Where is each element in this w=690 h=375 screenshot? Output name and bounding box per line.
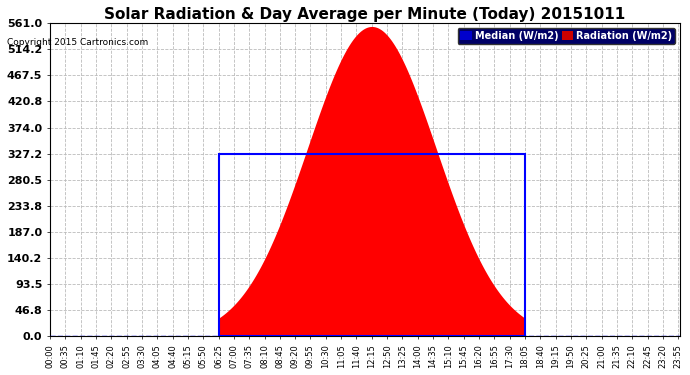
Title: Solar Radiation & Day Average per Minute (Today) 20151011: Solar Radiation & Day Average per Minute… bbox=[104, 7, 626, 22]
Bar bbox=[219, 154, 525, 336]
Legend: Median (W/m2), Radiation (W/m2): Median (W/m2), Radiation (W/m2) bbox=[457, 28, 676, 44]
Text: Copyright 2015 Cartronics.com: Copyright 2015 Cartronics.com bbox=[7, 38, 148, 47]
